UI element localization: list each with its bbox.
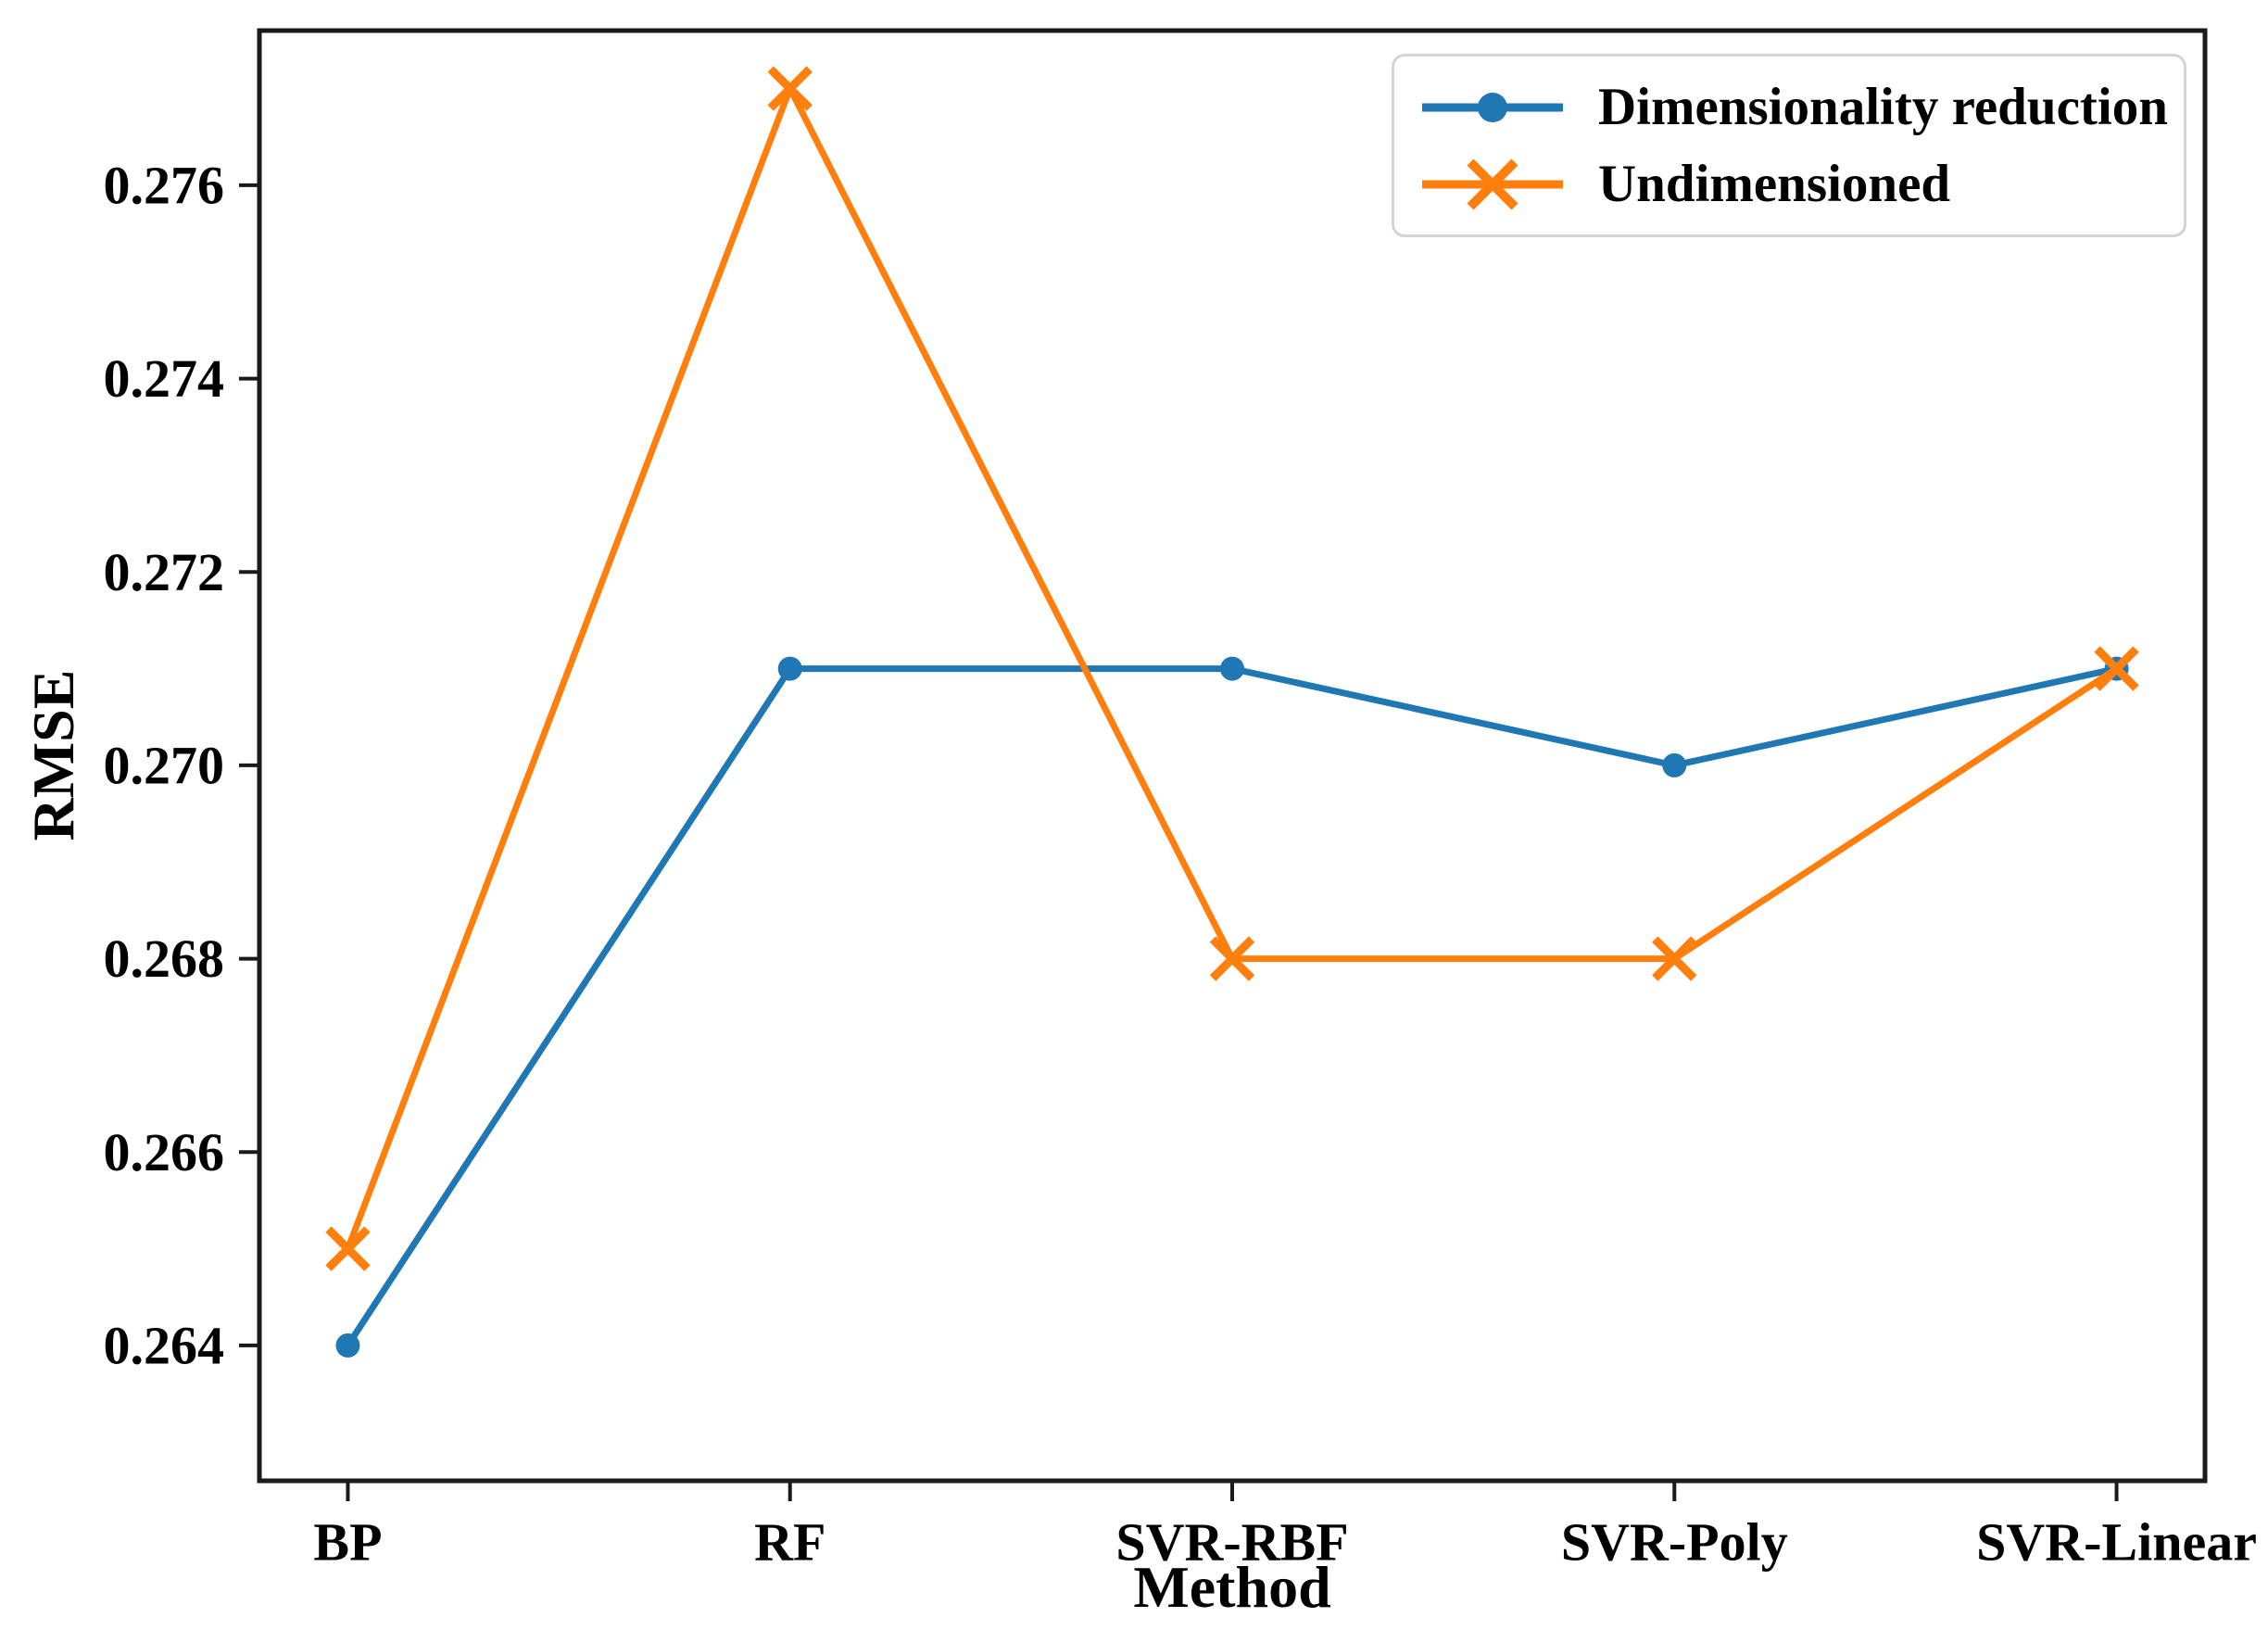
x-tick-label: SVR-Linear (1976, 1512, 2257, 1573)
legend-line-x-icon (1422, 158, 1563, 210)
circle-marker (777, 656, 802, 681)
x-tick-label: SVR-Poly (1561, 1512, 1788, 1573)
legend: Dimensionality reduction Undimensioned (1392, 54, 2186, 237)
legend-row: Dimensionality reduction (1418, 77, 2168, 137)
x-marker (1209, 936, 1255, 981)
y-tick-label: 0.270 (104, 735, 225, 795)
x-marker (325, 1226, 371, 1271)
circle-marker (1478, 92, 1507, 122)
series-line-0 (344, 665, 2121, 1349)
legend-line-circle-icon (1422, 92, 1563, 122)
y-axis-label: RMSE (20, 669, 86, 841)
circle-marker (1662, 752, 1687, 777)
legend-label: Undimensioned (1598, 155, 1951, 213)
circle-marker (1220, 656, 1244, 681)
y-tick-label: 0.268 (104, 929, 225, 989)
y-tick-label: 0.274 (104, 348, 225, 409)
axes-frame (257, 28, 2208, 1484)
x-tick-label: RF (754, 1512, 825, 1573)
y-tick-label: 0.264 (104, 1315, 225, 1375)
legend-row: Undimensioned (1418, 154, 2160, 214)
x-axis-label: Method (1133, 1554, 1331, 1620)
x-tick-label: SVR-RBF (1115, 1512, 1348, 1573)
x-tick-label: BP (313, 1512, 382, 1573)
x-marker (767, 66, 813, 111)
legend-label: Dimensionality reduction (1598, 78, 2168, 136)
circle-marker (335, 1333, 360, 1358)
x-marker (1652, 936, 1697, 981)
x-marker (1467, 158, 1518, 210)
x-marker (2094, 646, 2139, 691)
y-tick-label: 0.272 (104, 542, 225, 602)
y-tick-label: 0.266 (104, 1122, 225, 1182)
y-tick-label: 0.276 (104, 155, 225, 215)
